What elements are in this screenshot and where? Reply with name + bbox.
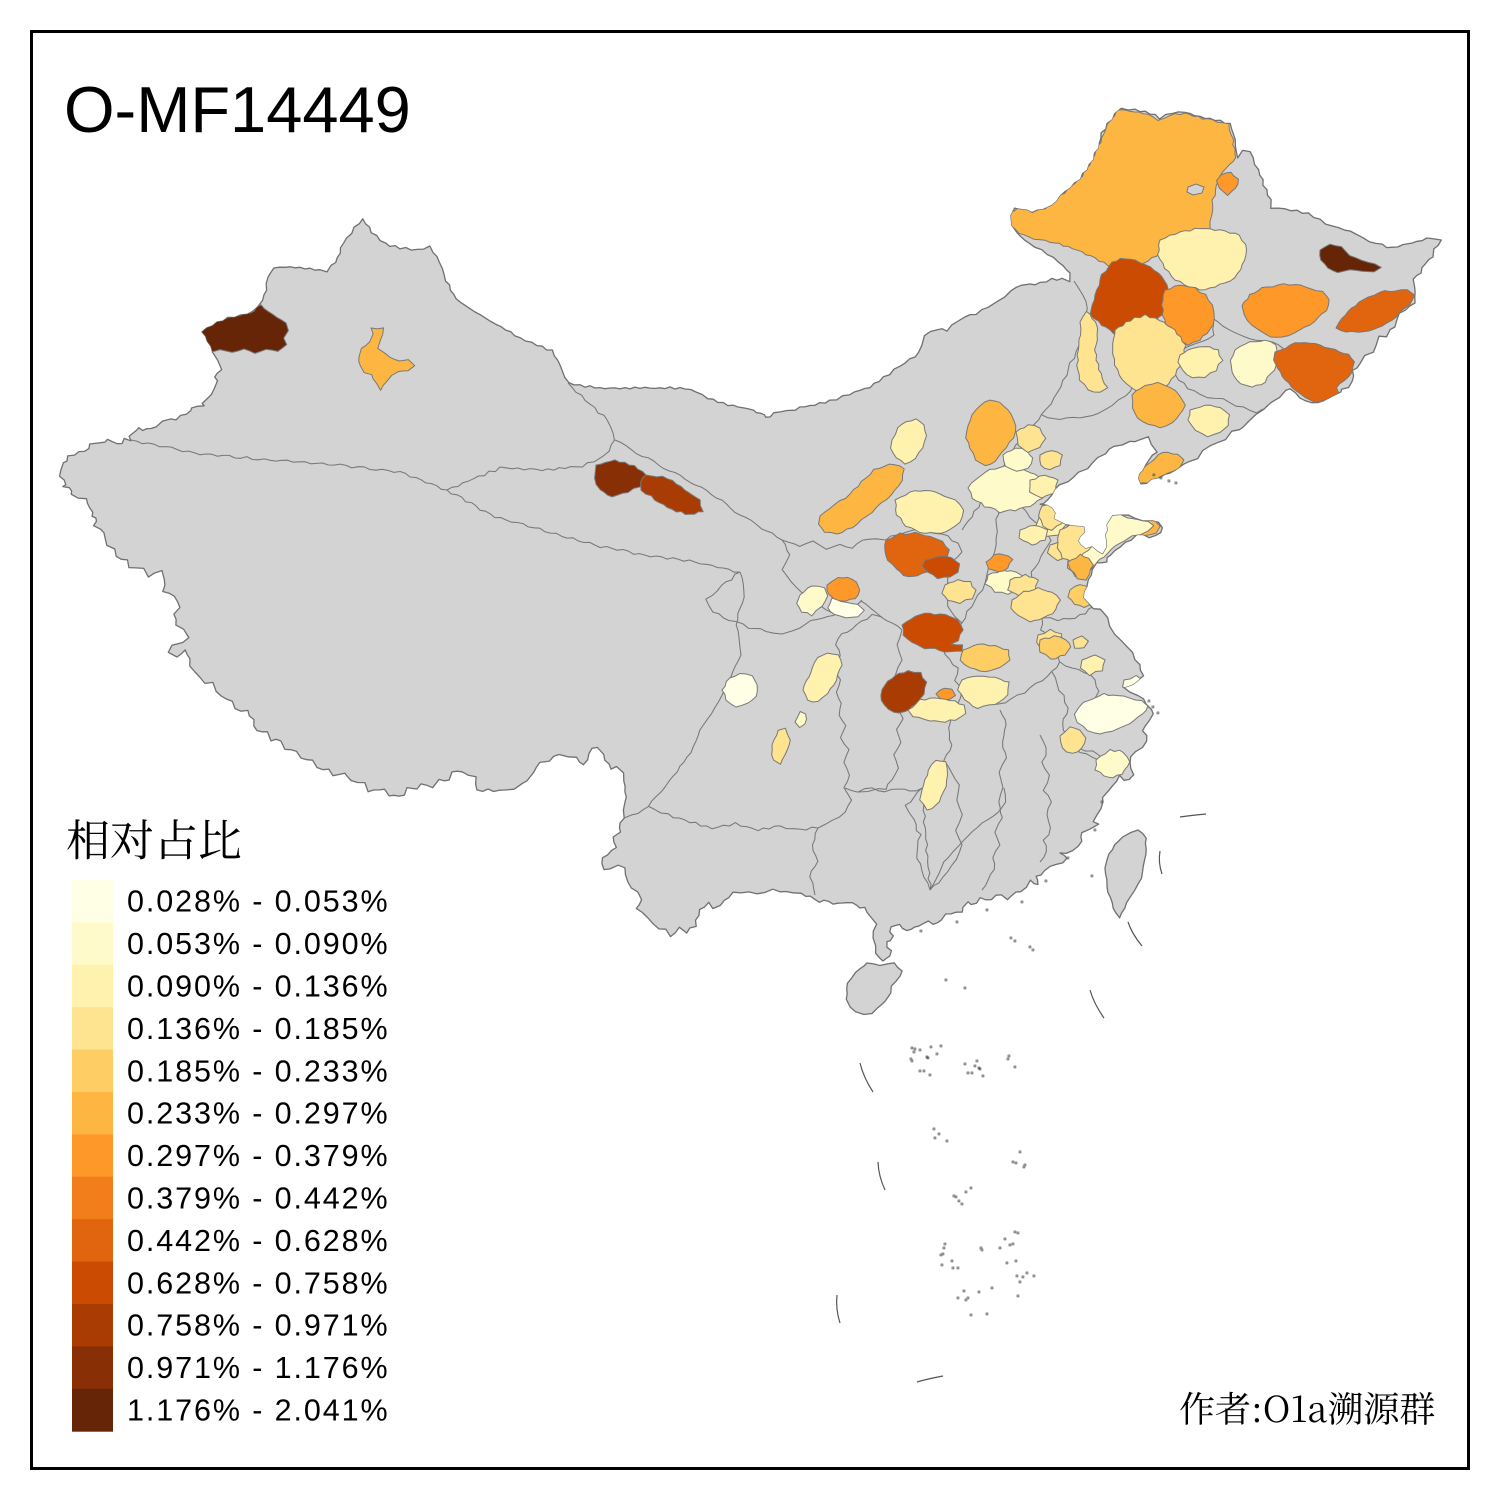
svg-text:O-MF14449: O-MF14449 [64, 73, 411, 146]
svg-text:0.297% - 0.379%: 0.297% - 0.379% [127, 1139, 390, 1173]
svg-text:0.136% - 0.185%: 0.136% - 0.185% [127, 1012, 390, 1046]
svg-text:0.053% - 0.090%: 0.053% - 0.090% [127, 927, 390, 961]
svg-text:0.758% - 0.971%: 0.758% - 0.971% [127, 1309, 390, 1343]
svg-text:1.176% - 2.041%: 1.176% - 2.041% [127, 1394, 390, 1428]
svg-text:0.628% - 0.758%: 0.628% - 0.758% [127, 1266, 390, 1300]
svg-text:0.379% - 0.442%: 0.379% - 0.442% [127, 1182, 390, 1216]
svg-text:0.233% - 0.297%: 0.233% - 0.297% [127, 1097, 390, 1131]
svg-text:0.185% - 0.233%: 0.185% - 0.233% [127, 1054, 390, 1088]
svg-text:0.028% - 0.053%: 0.028% - 0.053% [127, 885, 390, 919]
svg-text:0.090% - 0.136%: 0.090% - 0.136% [127, 970, 390, 1004]
svg-text:0.971% - 1.176%: 0.971% - 1.176% [127, 1351, 390, 1385]
svg-text:0.442% - 0.628%: 0.442% - 0.628% [127, 1224, 390, 1258]
